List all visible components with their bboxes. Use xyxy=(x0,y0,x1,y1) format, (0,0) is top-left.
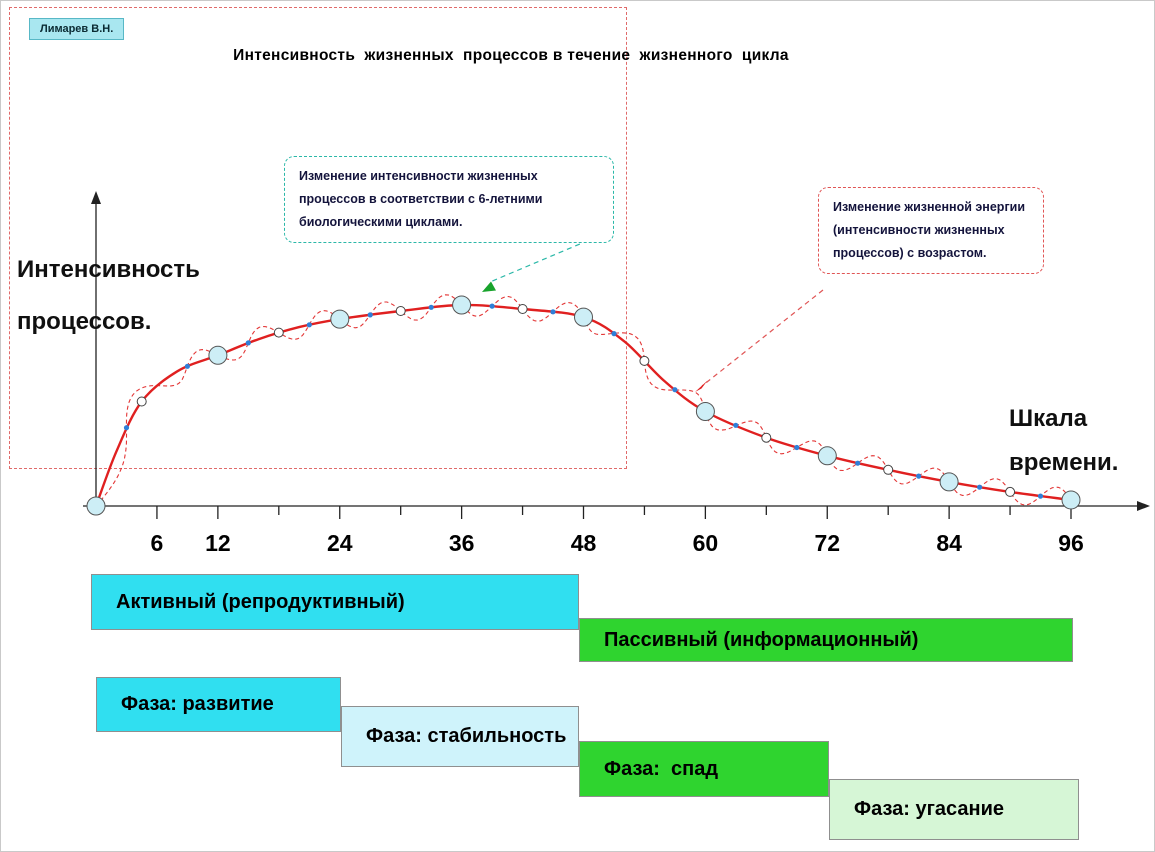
curve-marker-large-circle xyxy=(939,472,959,492)
curve-marker-dot xyxy=(428,304,434,310)
reproductive-period-outline xyxy=(9,7,627,469)
phase-bar-fading: Фаза: угасание xyxy=(829,779,1079,840)
phase-bar-passive-period: Пассивный (информационный) xyxy=(579,618,1073,662)
curve-marker-small-circle xyxy=(517,304,528,314)
life-intensity-curve xyxy=(94,303,1072,507)
curve-marker-dot xyxy=(489,303,495,309)
x-tick-label: 36 xyxy=(449,530,475,556)
curve-marker-dot xyxy=(1037,493,1044,499)
age-annotation-box: Изменение жизненной энергии (интенсивнос… xyxy=(818,187,1044,275)
x-tick-label: 96 xyxy=(1058,530,1084,556)
curve-marker-small-circle xyxy=(136,396,147,407)
curve-marker-dot xyxy=(672,387,678,393)
curve-marker-large-circle xyxy=(817,446,837,466)
curve-marker-dot xyxy=(245,340,251,346)
curve-marker-small-circle xyxy=(273,327,284,338)
curve-marker-dot xyxy=(733,422,739,428)
curve-marker-dot xyxy=(306,322,312,328)
x-tick-label: 6 xyxy=(151,530,164,556)
x-axis-label: Шкала времени. xyxy=(1009,405,1119,477)
cycles-note-arrowhead xyxy=(482,281,496,292)
curve-marker-large-circle xyxy=(574,307,593,327)
x-axis-arrow xyxy=(1137,501,1150,511)
x-tick-label: 72 xyxy=(814,530,840,556)
y-axis-label: Интенсивность процессов. xyxy=(17,256,200,335)
phase-bar-development: Фаза: развитие xyxy=(96,677,341,732)
curve-marker-dot xyxy=(794,444,800,451)
cycles-annotation-box: Изменение интенсивности жизненных процес… xyxy=(284,156,614,244)
x-tick-label: 84 xyxy=(936,530,962,556)
curve-marker-dot xyxy=(367,312,373,318)
author-badge: Лимарев В.Н. xyxy=(29,18,125,40)
x-tick-label: 48 xyxy=(571,530,597,556)
curve-marker-dot xyxy=(611,331,617,337)
curve-marker-small-circle xyxy=(1005,486,1016,497)
curve-marker-small-circle xyxy=(395,306,406,316)
curve-marker-dot xyxy=(184,363,190,369)
curve-marker-dot xyxy=(977,484,983,490)
curve-marker-small-circle xyxy=(883,464,894,475)
curve-marker-large-circle xyxy=(695,402,715,421)
curve-marker-small-circle xyxy=(639,355,650,366)
curve-marker-small-circle xyxy=(761,432,772,443)
page-title: Интенсивность жизненных процессов в тече… xyxy=(233,47,789,64)
curve-marker-dot xyxy=(550,309,556,315)
curve-marker-large-circle xyxy=(86,496,106,516)
phase-bar-decline: Фаза: спад xyxy=(579,741,829,797)
phase-bar-stability: Фаза: стабильность xyxy=(341,706,579,767)
age-note-connector xyxy=(701,289,824,387)
y-axis-arrow xyxy=(91,191,101,204)
curve-marker-dot xyxy=(123,425,130,431)
curve-marker-large-circle xyxy=(330,309,350,329)
curve-marker-large-circle xyxy=(208,345,228,365)
x-tick-label: 60 xyxy=(693,530,719,556)
age-note-arrowhead xyxy=(695,380,708,392)
x-tick-label: 12 xyxy=(205,530,231,556)
curve-marker-large-circle xyxy=(452,295,472,315)
curve-marker-large-circle xyxy=(1061,490,1081,510)
phase-bar-active-period: Активный (репродуктивный) xyxy=(91,574,579,630)
x-tick-label: 24 xyxy=(327,530,353,556)
curve-marker-dot xyxy=(855,460,861,466)
curve-marker-dot xyxy=(916,473,922,479)
